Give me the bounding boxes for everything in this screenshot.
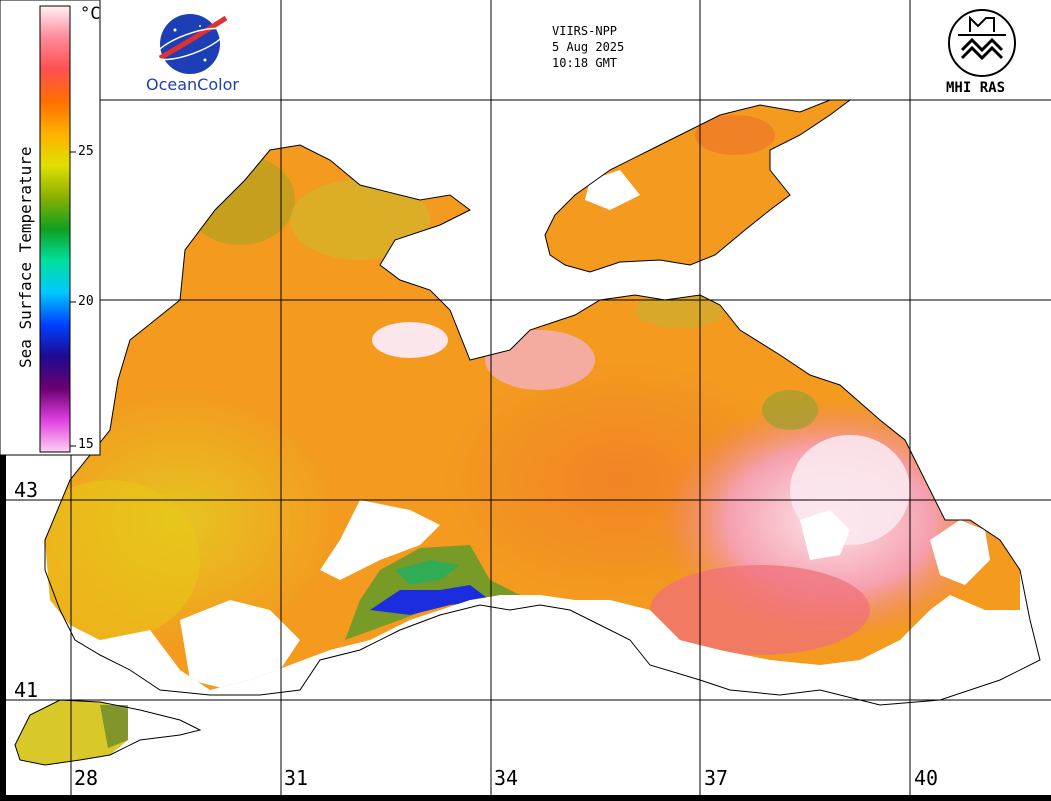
- colorbar-tick-15: 15: [78, 437, 94, 452]
- colorbar-title: Sea Surface Temperature: [16, 146, 35, 368]
- lon-label-34: 34: [494, 766, 519, 790]
- lon-label-40: 40: [914, 766, 939, 790]
- marmara-green: [100, 705, 128, 748]
- acquisition-date: 5 Aug 2025: [552, 40, 625, 54]
- colorbar-unit: °C: [80, 4, 101, 24]
- satellite-name: VIIRS-NPP: [552, 24, 618, 38]
- colorbar-rect: [39, 5, 71, 453]
- colorbar-tick-20: 20: [78, 294, 94, 309]
- lat-label-43: 43: [14, 478, 39, 502]
- acquisition-time: 10:18 GMT: [552, 56, 618, 70]
- colorbar: [0, 0, 101, 456]
- colorbar-tick-25: 25: [78, 144, 94, 159]
- nasa-meatball-icon: [155, 14, 228, 74]
- mhi-ras-label: MHI RAS: [946, 80, 1006, 96]
- oceancolor-label: OceanColor: [146, 75, 239, 94]
- lon-label-31: 31: [284, 766, 309, 790]
- lon-label-28: 28: [74, 766, 99, 790]
- lat-label-41: 41: [14, 678, 39, 702]
- mhi-ras-emblem-icon: [948, 9, 1016, 77]
- lon-label-37: 37: [704, 766, 729, 790]
